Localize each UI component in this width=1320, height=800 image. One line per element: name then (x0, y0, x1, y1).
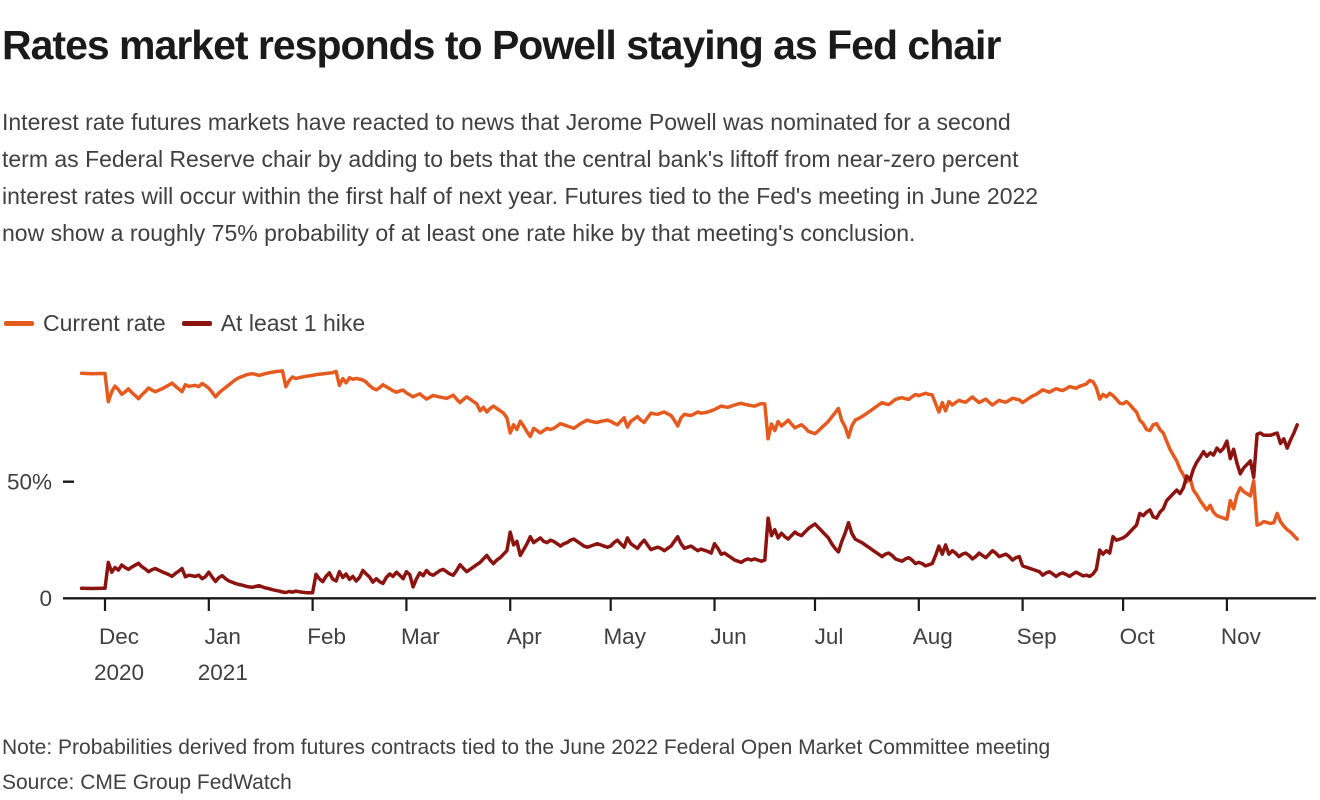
x-tick-label: Oct (1120, 624, 1156, 649)
y-tick-label: 50% (7, 470, 52, 495)
y-tick-label: 0 (39, 586, 52, 611)
x-tick-year-label: 2021 (198, 660, 248, 685)
x-tick-label: Aug (913, 624, 953, 649)
chart-legend: Current rate At least 1 hike (4, 310, 365, 337)
description-line: Interest rate futures markets have react… (2, 109, 1011, 135)
legend-item-at-least-1-hike: At least 1 hike (181, 310, 366, 337)
series-line-at-least-1-hike (79, 423, 1299, 595)
x-tick-label: May (603, 624, 646, 649)
legend-label: Current rate (43, 310, 166, 336)
x-tick-label: Feb (307, 624, 346, 649)
description-line: now show a roughly 75% probability of at… (2, 220, 916, 246)
x-tick-label: Sep (1017, 624, 1057, 649)
x-tick-label: Jul (815, 624, 844, 649)
x-tick-label: Apr (507, 624, 543, 649)
source-text: Source: CME Group FedWatch (2, 771, 292, 794)
x-tick-label: Mar (401, 624, 440, 649)
at-least-1-hike-swatch-icon (181, 321, 212, 326)
chart-footnotes: Note: Probabilities derived from futures… (2, 730, 1318, 800)
page-title: Rates market responds to Powell staying … (2, 22, 1001, 68)
x-tick-label: Dec (99, 624, 139, 649)
x-tick-label: Jan (205, 624, 241, 649)
description-line: term as Federal Reserve chair by adding … (2, 146, 1019, 172)
series-line-current-rate (79, 369, 1299, 541)
legend-item-current-rate: Current rate (4, 310, 166, 337)
x-tick-year-label: 2020 (94, 660, 144, 685)
x-tick-label: Nov (1221, 624, 1262, 649)
legend-label: At least 1 hike (220, 310, 366, 336)
current-rate-swatch-icon (4, 321, 34, 326)
description-line: interest rates will occur within the fir… (2, 183, 1039, 209)
x-tick-label: Jun (710, 624, 746, 649)
chart-description: Interest rate futures markets have react… (2, 104, 1318, 252)
note-text: Note: Probabilities derived from futures… (2, 736, 1051, 759)
line-chart: 0 50% Dec 2020 Jan 2021 Feb Mar Apr May Jun Jul Aug S… (7, 369, 1316, 685)
